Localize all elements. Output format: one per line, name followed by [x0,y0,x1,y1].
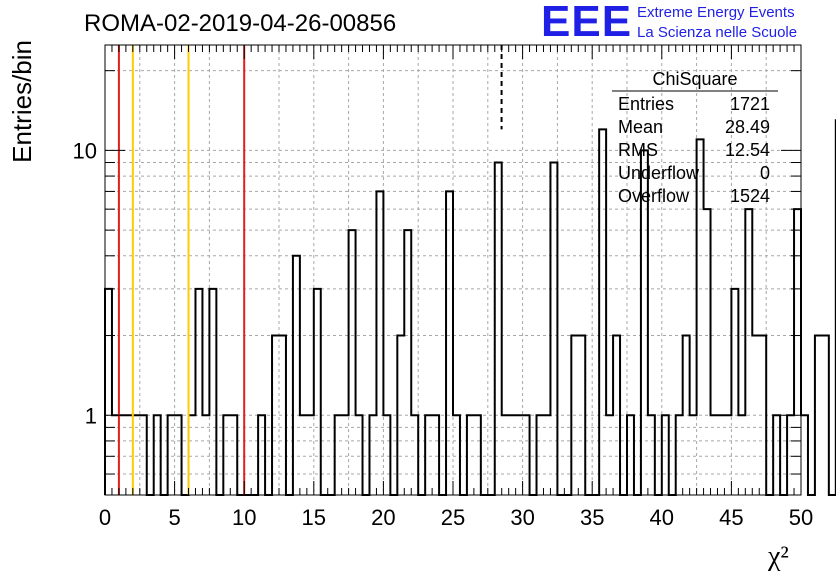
x-tick-label: 40 [650,505,674,530]
stats-value: 1524 [730,186,770,206]
logo-line-1: Extreme Energy Events [637,4,795,21]
y-tick-label: 10 [73,138,97,163]
x-tick-label: 45 [719,505,743,530]
logo-line-2: La Scienza nelle Scuole [637,24,798,41]
axes: 0 5 10 15 20 25 30 35 40 45 50 1 10 χ² Entries/bin [7,40,813,572]
stats-label: Entries [618,94,674,114]
stats-label: RMS [618,140,658,160]
stats-value: 12.54 [725,140,770,160]
logo-mark: EEE [541,0,633,46]
x-tick-label: 50 [789,505,813,530]
y-tick-label: 1 [85,403,97,428]
stats-label: Mean [618,117,663,137]
x-tick-label: 25 [441,505,465,530]
x-tick-label: 15 [302,505,326,530]
x-tick-label: 30 [510,505,534,530]
x-tick-label: 20 [371,505,395,530]
stats-label: Underflow [618,163,700,183]
x-tick-label: 5 [168,505,180,530]
eee-logo: EEE Extreme Energy Events La Scienza nel… [541,0,831,46]
reference-lines [117,45,503,495]
stats-value: 1721 [730,94,770,114]
x-tick-label: 10 [232,505,256,530]
y-axis-title: Entries/bin [7,40,37,163]
stats-title: ChiSquare [652,69,737,89]
x-tick-label: 0 [99,505,111,530]
histogram-steps [104,119,836,496]
stats-value: 28.49 [725,117,770,137]
x-tick-label: 35 [580,505,604,530]
stats-box: ChiSquare Entries 1721 Mean 28.49 RMS 12.54 Und… [612,69,778,206]
chart-title: ROMA-02-2019-04-26-00856 [84,10,397,37]
stats-value: 0 [760,163,770,183]
x-axis-title: χ² [767,541,789,572]
histogram-series [104,119,836,496]
stats-label: Overflow [618,186,690,206]
